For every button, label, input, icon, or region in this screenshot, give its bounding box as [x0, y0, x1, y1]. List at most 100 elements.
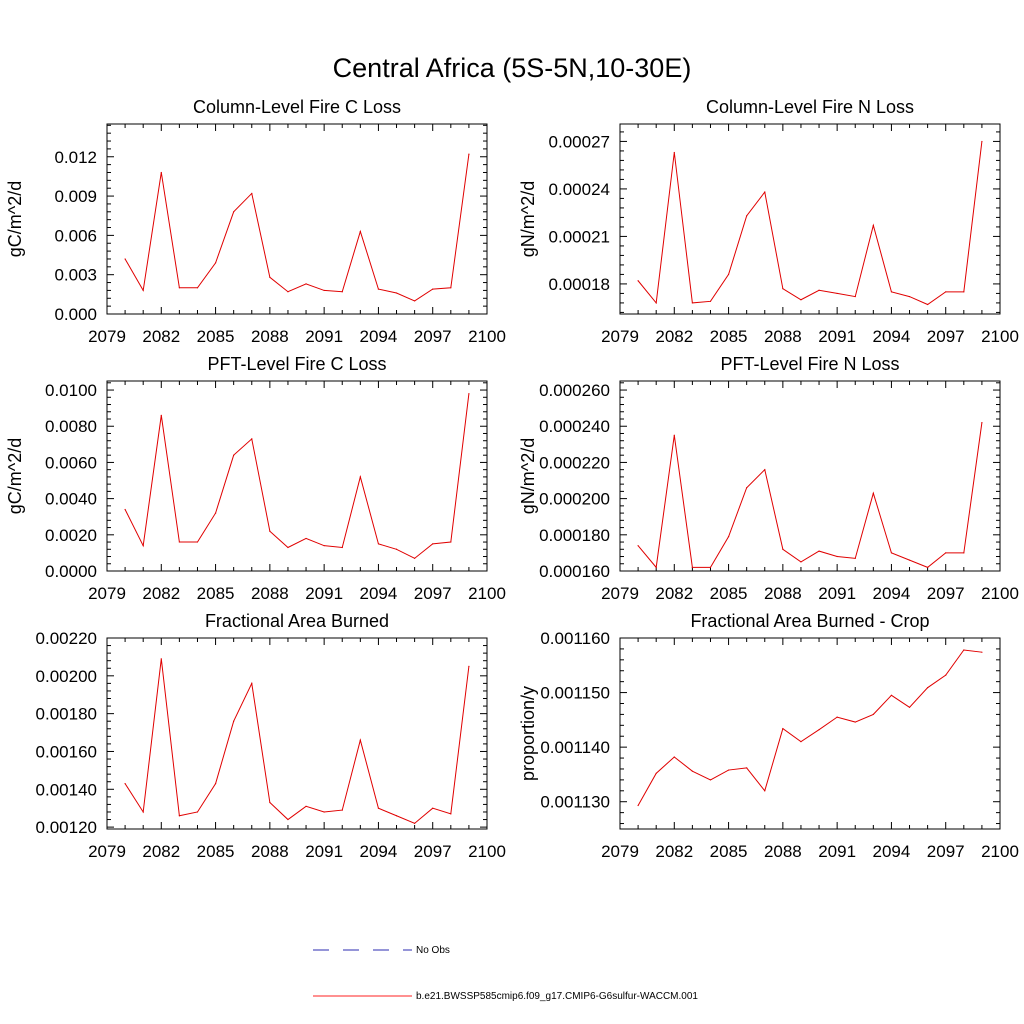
data-point: [764, 191, 766, 193]
data-point: [836, 716, 838, 718]
data-point: [800, 741, 802, 743]
x-tick-label: 2100: [981, 584, 1019, 603]
x-tick-label: 2085: [710, 842, 748, 861]
series-line: [637, 141, 983, 306]
x-tick-label: 2094: [360, 584, 398, 603]
data-point: [637, 804, 639, 807]
x-tick-label: 2082: [655, 584, 693, 603]
y-tick-label: 0.001130: [540, 793, 610, 812]
panel-5: Fractional Area Burned 2079 2082 2085 2088 20…: [36, 611, 506, 861]
x-tick-label: 2079: [88, 842, 126, 861]
x-tick-label: 2082: [142, 842, 180, 861]
data-point: [305, 283, 307, 285]
data-point: [450, 813, 452, 815]
data-point: [746, 767, 748, 769]
plot-frame: [106, 637, 488, 830]
panel-title: PFT-Level Fire C Loss: [207, 354, 386, 374]
data-point: [377, 288, 380, 290]
data-point: [908, 706, 911, 708]
plot-frame: [619, 637, 1001, 830]
panel-title: PFT-Level Fire N Loss: [720, 354, 899, 374]
x-tick-label: 2082: [655, 842, 693, 861]
series-line: [124, 658, 470, 824]
data-point: [251, 192, 253, 195]
data-point: [468, 393, 470, 395]
data-point: [395, 292, 398, 294]
data-point: [655, 302, 657, 304]
data-point: [214, 512, 217, 514]
data-point: [945, 674, 947, 676]
figure-title: Central Africa (5S-5N,10-30E): [333, 53, 692, 83]
data-point: [142, 811, 144, 813]
x-tick-label: 2091: [305, 584, 343, 603]
panel-6: Fractional Area Burned - Crop proportion/…: [518, 611, 1019, 861]
x-tick-label: 2088: [251, 584, 289, 603]
data-point: [727, 769, 730, 771]
data-point: [746, 487, 748, 489]
legend: No Obs b.e21.BWSSP585cmip6.f09_g17.CMIP6…: [313, 945, 698, 1002]
panel-1: Column-Level Fire C Loss gC/m^2/d 2079 2082…: [5, 97, 506, 346]
legend-run-label: b.e21.BWSSP585cmip6.f09_g17.CMIP6-G6sulf…: [416, 991, 698, 1002]
data-point: [981, 651, 983, 653]
y-tick-label: 0.000180: [539, 526, 610, 545]
data-point: [854, 721, 856, 723]
data-point: [432, 807, 434, 809]
data-point: [178, 815, 180, 817]
x-tick-label: 2097: [927, 327, 965, 346]
data-point: [655, 772, 657, 774]
data-point: [233, 211, 235, 213]
data-point: [178, 541, 180, 543]
data-point: [691, 566, 693, 568]
x-tick-label: 2100: [981, 842, 1019, 861]
data-point: [945, 291, 947, 293]
x-tick-label: 2079: [88, 327, 126, 346]
data-point: [468, 153, 470, 155]
data-point: [214, 783, 217, 785]
panels: Column-Level Fire C Loss gC/m^2/d 2079 2082…: [5, 97, 1019, 861]
data-point: [287, 291, 289, 293]
data-point: [124, 508, 126, 511]
x-tick-label: 2085: [197, 584, 235, 603]
x-tick-label: 2091: [305, 327, 343, 346]
data-point: [196, 287, 199, 289]
y-tick-label: 0.006: [54, 226, 97, 245]
data-point: [359, 739, 361, 741]
data-point: [836, 555, 838, 558]
data-point: [709, 300, 712, 302]
data-point: [637, 545, 639, 547]
x-tick-label: 2079: [88, 584, 126, 603]
y-tick-label: 0.000160: [539, 562, 610, 581]
x-tick-label: 2100: [468, 327, 506, 346]
data-point: [160, 658, 162, 660]
data-point: [673, 756, 675, 758]
y-tick-label: 0.00200: [36, 667, 97, 686]
data-point: [655, 566, 657, 568]
data-point: [414, 557, 416, 559]
data-point: [709, 779, 712, 781]
x-tick-label: 2079: [601, 584, 639, 603]
panel-title: Fractional Area Burned - Crop: [690, 611, 929, 631]
x-tick-label: 2091: [818, 842, 856, 861]
data-point: [673, 434, 675, 436]
data-point: [981, 140, 983, 143]
y-tick-label: 0.0000: [45, 562, 97, 581]
legend-no-obs-label: No Obs: [416, 945, 450, 956]
data-point: [323, 811, 325, 813]
x-tick-label: 2079: [601, 842, 639, 861]
data-point: [214, 262, 217, 264]
x-tick-label: 2091: [818, 584, 856, 603]
panel-title: Fractional Area Burned: [205, 611, 389, 631]
data-point: [927, 303, 929, 306]
y-axis-label: gN/m^2/d: [518, 181, 538, 257]
x-tick-label: 2100: [468, 842, 506, 861]
y-tick-label: 0.003: [54, 266, 97, 285]
data-point: [691, 302, 693, 304]
data-point: [196, 811, 199, 813]
x-tick-label: 2091: [305, 842, 343, 861]
y-tick-label: 0.00018: [549, 275, 610, 294]
x-tick-label: 2088: [764, 584, 802, 603]
data-point: [727, 536, 730, 538]
data-point: [963, 291, 965, 293]
data-point: [691, 770, 693, 772]
